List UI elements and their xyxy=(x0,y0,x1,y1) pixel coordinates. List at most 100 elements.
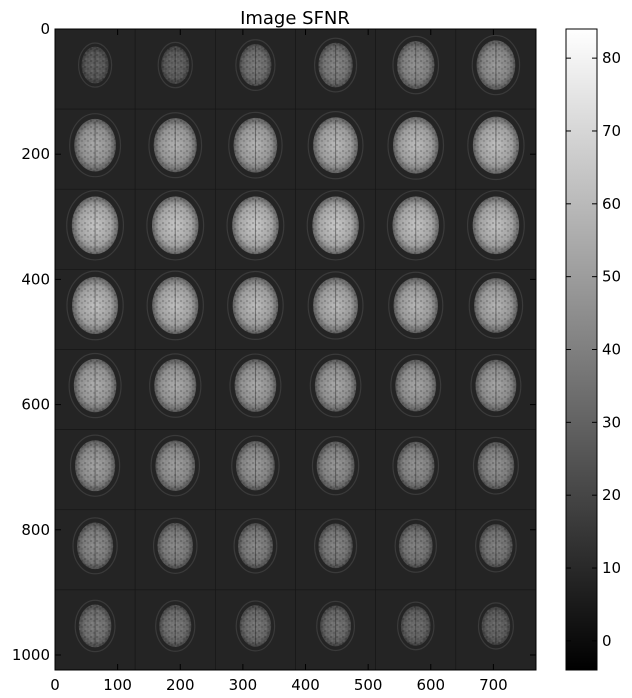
tissue-texture xyxy=(232,277,279,334)
mosaic-slice xyxy=(134,509,216,591)
tissue-texture xyxy=(161,46,190,84)
mosaic-slice xyxy=(54,429,136,511)
mosaic-slice xyxy=(54,509,136,591)
tissue-texture xyxy=(397,441,435,490)
colorbar-tick-label: 70 xyxy=(602,122,621,140)
mosaic-slice xyxy=(54,349,136,430)
mosaic-slice xyxy=(455,188,537,270)
head-outline xyxy=(470,354,522,418)
slice-tile xyxy=(215,509,296,591)
colorbar-ticks: 0 10 20 30 40 50 60 70 80 xyxy=(566,49,621,650)
mosaic-slice xyxy=(215,108,296,190)
y-tick-label: 200 xyxy=(21,145,50,163)
tissue-texture xyxy=(234,359,277,412)
mosaic-slice xyxy=(455,349,537,430)
head-outline xyxy=(311,436,360,496)
mosaic-slice xyxy=(134,589,216,671)
tissue-texture xyxy=(312,196,359,255)
head-outline xyxy=(150,434,201,497)
mosaic-slice xyxy=(215,429,296,511)
head-outline xyxy=(388,271,444,340)
head-outline xyxy=(477,602,514,650)
slice-tile xyxy=(455,509,537,591)
mosaic-slice xyxy=(134,349,216,430)
y-tick-label: 600 xyxy=(21,396,50,414)
head-outline xyxy=(397,601,435,651)
head-outline xyxy=(313,37,358,93)
head-outline xyxy=(386,190,445,261)
tissue-texture xyxy=(395,359,437,412)
mosaic-slice xyxy=(375,509,457,591)
mosaic-slice xyxy=(375,108,457,190)
tissue-texture xyxy=(78,604,112,648)
head-outline xyxy=(471,34,521,96)
x-tick-label: 600 xyxy=(416,676,445,694)
mosaic-slice xyxy=(295,269,376,350)
tissue-texture xyxy=(154,359,197,412)
head-outline xyxy=(235,600,276,652)
tissue-texture xyxy=(479,524,513,568)
tissue-texture xyxy=(237,523,273,569)
colorbar-tick-label: 10 xyxy=(602,559,621,577)
x-tick-label: 200 xyxy=(166,676,195,694)
mosaic-slice xyxy=(134,429,216,511)
mosaic-slice xyxy=(215,509,296,591)
tissue-texture xyxy=(157,522,194,569)
head-outline xyxy=(231,435,280,496)
y-tick-label: 400 xyxy=(21,270,50,288)
tissue-texture xyxy=(153,118,197,173)
y-tick-label: 800 xyxy=(21,521,50,539)
colorbar-tick-label: 0 xyxy=(602,632,612,650)
tissue-texture xyxy=(313,117,359,174)
head-outline xyxy=(307,110,364,180)
tissue-texture xyxy=(400,606,431,646)
mosaic-slice xyxy=(215,188,296,270)
mosaic-slice xyxy=(375,589,457,671)
head-outline xyxy=(74,599,116,653)
tissue-texture xyxy=(316,441,355,490)
head-outline xyxy=(472,436,519,495)
head-outline xyxy=(307,271,364,340)
head-outline xyxy=(390,354,442,418)
mosaic-slice xyxy=(455,509,537,591)
mosaic-slice xyxy=(54,188,136,270)
tissue-texture xyxy=(476,40,516,90)
x-tick-label: 300 xyxy=(229,676,258,694)
x-tick-label: 700 xyxy=(479,676,508,694)
head-outline xyxy=(229,353,282,418)
tissue-texture xyxy=(392,196,439,255)
tissue-texture xyxy=(77,522,114,570)
tissue-texture xyxy=(236,440,275,491)
head-outline xyxy=(66,190,125,261)
head-outline xyxy=(227,270,284,341)
head-outline xyxy=(157,41,193,89)
mosaic-slice xyxy=(215,349,296,430)
mosaic-slice xyxy=(134,108,216,190)
tissue-texture xyxy=(152,276,199,335)
head-outline xyxy=(309,353,362,418)
mosaic-slice xyxy=(215,28,296,110)
mosaic-slice xyxy=(54,589,136,671)
tissue-texture xyxy=(74,118,116,172)
mosaic-slice xyxy=(375,269,457,350)
tissue-texture xyxy=(74,440,116,492)
colorbar: 0 10 20 30 40 50 60 70 80 xyxy=(565,28,621,671)
mosaic-slice xyxy=(134,28,216,110)
x-tick-label: 400 xyxy=(291,676,320,694)
tissue-texture xyxy=(474,278,518,333)
head-outline xyxy=(68,352,122,419)
head-outline xyxy=(69,113,122,178)
x-tick-label: 0 xyxy=(50,676,60,694)
mosaic-tiles xyxy=(54,28,537,671)
mosaic-slice xyxy=(455,589,537,671)
mosaic-slice xyxy=(215,589,296,671)
mosaic-slice xyxy=(295,509,376,591)
colorbar-tick-label: 60 xyxy=(602,195,621,213)
tissue-texture xyxy=(159,604,192,648)
plot-frame xyxy=(54,28,537,671)
colorbar-tick-label: 80 xyxy=(602,49,621,67)
mosaic-slice xyxy=(375,188,457,270)
head-outline xyxy=(468,272,524,339)
